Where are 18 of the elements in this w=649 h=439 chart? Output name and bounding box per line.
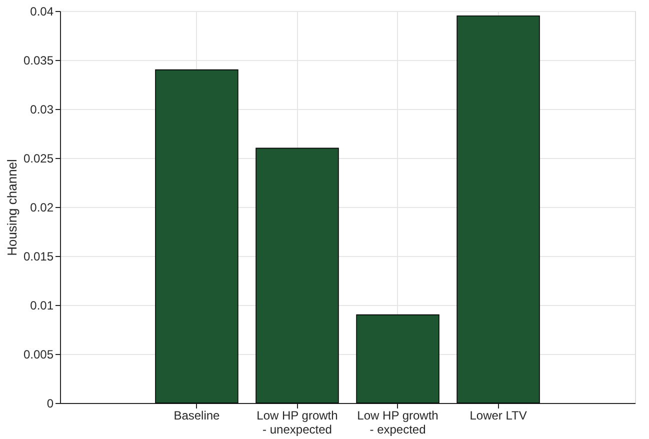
y-tick-label: 0.015 bbox=[23, 250, 54, 264]
bar bbox=[256, 148, 339, 404]
bar bbox=[356, 314, 440, 404]
y-tick-label: 0.03 bbox=[30, 102, 54, 116]
y-tick-label: 0.01 bbox=[30, 298, 54, 312]
x-tick-label: Low HP growth - unexpected bbox=[256, 408, 338, 436]
y-tick-label: 0.02 bbox=[30, 200, 54, 214]
x-tick-label: Lower LTV bbox=[470, 408, 527, 422]
x-tick-label: Baseline bbox=[174, 408, 220, 422]
bar bbox=[155, 69, 238, 404]
y-tick-label: 0 bbox=[46, 396, 54, 410]
x-tick-label: Low HP growth - expected bbox=[357, 408, 438, 436]
y-tick-label: 0.035 bbox=[23, 54, 54, 68]
y-tick-label: 0.04 bbox=[30, 4, 54, 18]
bar bbox=[456, 16, 540, 404]
y-tick-label: 0.025 bbox=[23, 152, 54, 166]
y-axis-title: Housing channel bbox=[4, 158, 20, 256]
y-tick-label: 0.005 bbox=[23, 348, 54, 362]
